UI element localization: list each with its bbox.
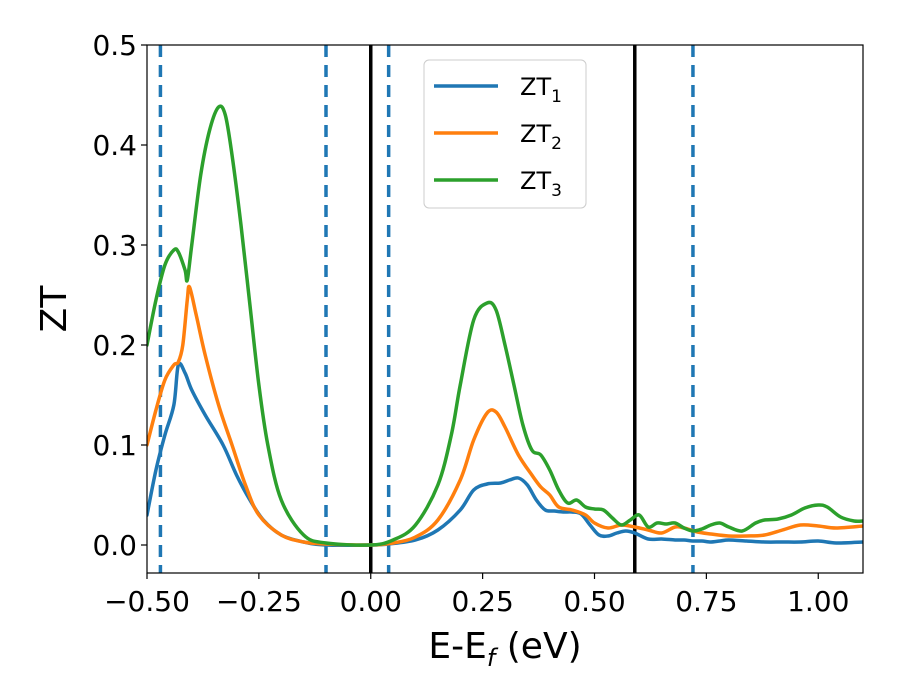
y-tick-label: 0.2 — [92, 329, 137, 362]
reference-lines — [158, 45, 695, 573]
x-axis: −0.50 −0.25 0.00 0.25 0.50 0.75 1.00 — [104, 573, 849, 618]
y-tick-label: 0.0 — [92, 529, 137, 562]
y-axis: 0.0 0.1 0.2 0.3 0.4 0.5 — [92, 29, 147, 562]
y-tick-label: 0.1 — [92, 429, 137, 462]
legend-label-zt2: ZT2 — [520, 120, 562, 154]
series-line-zt3 — [147, 104, 863, 547]
series-line-zt2 — [147, 284, 863, 547]
x-tick-label: 0.75 — [675, 585, 737, 618]
x-axis-title-unit: (eV) — [495, 626, 581, 667]
legend-frame — [423, 59, 587, 209]
x-tick-label: −0.50 — [104, 585, 190, 618]
legend-label-zt1: ZT1 — [520, 73, 562, 107]
x-tick-label: 0.25 — [451, 585, 513, 618]
y-tick-label: 0.4 — [92, 129, 137, 162]
plot-frame — [146, 44, 864, 574]
legend-label-zt3: ZT3 — [520, 167, 562, 201]
x-tick-label: 0.00 — [340, 585, 402, 618]
x-axis-title: E-Ef (eV) — [428, 626, 581, 672]
y-axis-title: ZT — [34, 285, 75, 333]
y-tick-label: 0.3 — [92, 229, 137, 262]
legend: ZT1 ZT2 ZT3 — [423, 59, 587, 209]
series-line-zt1 — [147, 361, 863, 548]
x-tick-label: 0.50 — [563, 585, 625, 618]
x-tick-label: 1.00 — [787, 585, 849, 618]
x-tick-label: −0.25 — [216, 585, 302, 618]
series-layer — [147, 104, 863, 548]
y-tick-label: 0.5 — [92, 29, 137, 62]
